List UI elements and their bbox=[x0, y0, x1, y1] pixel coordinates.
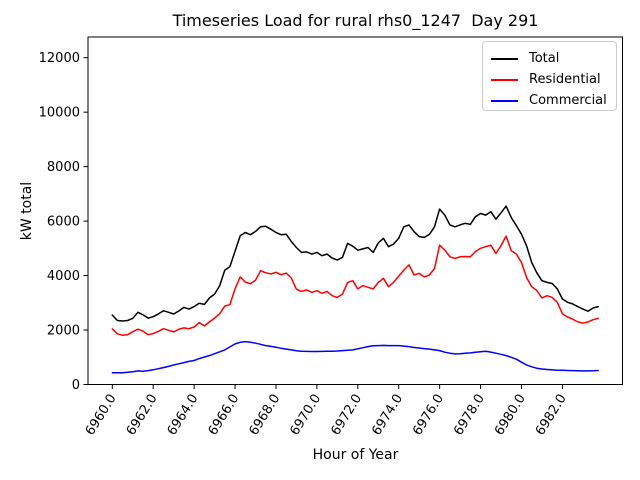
x-tick-label: 6960.0 bbox=[83, 392, 120, 439]
x-tick-label: 6970.0 bbox=[287, 392, 324, 439]
y-tick-label: 12000 bbox=[39, 51, 80, 66]
x-tick-label: 6982.0 bbox=[533, 392, 570, 439]
legend-label: Total bbox=[529, 51, 560, 66]
legend-item-commercial: Commercial bbox=[483, 90, 616, 111]
y-tick-label: 2000 bbox=[47, 324, 80, 339]
x-tick-label: 6980.0 bbox=[492, 392, 529, 439]
y-tick-label: 4000 bbox=[47, 269, 80, 284]
x-tick-label: 6974.0 bbox=[369, 392, 406, 439]
legend-box: Total Residential Commercial bbox=[482, 41, 617, 111]
legend-item-total: Total bbox=[483, 48, 616, 69]
series-line-commercial bbox=[111, 340, 599, 374]
y-tick-label: 6000 bbox=[47, 215, 80, 230]
x-tick-label: 6976.0 bbox=[410, 392, 447, 439]
legend-label: Residential bbox=[529, 72, 601, 87]
x-tick-label: 6964.0 bbox=[165, 392, 202, 439]
x-tick-label: 6966.0 bbox=[206, 392, 243, 439]
x-tick-label: 6972.0 bbox=[328, 392, 365, 439]
chart-title: Timeseries Load for rural rhs0_1247 Day … bbox=[172, 11, 539, 30]
legend-swatch-commercial bbox=[491, 99, 518, 102]
series-line-residential bbox=[111, 235, 599, 336]
x-tick-label: 6978.0 bbox=[451, 392, 488, 439]
y-axis-label: kW total bbox=[19, 181, 35, 241]
legend-label: Commercial bbox=[529, 93, 607, 108]
y-tick-label: 10000 bbox=[39, 106, 80, 121]
axes-frame bbox=[87, 36, 623, 385]
legend-swatch-total bbox=[491, 57, 518, 60]
legend-item-residential: Residential bbox=[483, 69, 616, 90]
x-tick-label: 6962.0 bbox=[124, 392, 161, 439]
series-line-total bbox=[111, 205, 599, 322]
x-axis-label: Hour of Year bbox=[312, 447, 399, 463]
y-tick-label: 0 bbox=[72, 378, 80, 393]
x-tick-label: 6968.0 bbox=[247, 392, 284, 439]
y-tick-label: 8000 bbox=[47, 160, 80, 175]
legend-swatch-residential bbox=[491, 78, 518, 81]
